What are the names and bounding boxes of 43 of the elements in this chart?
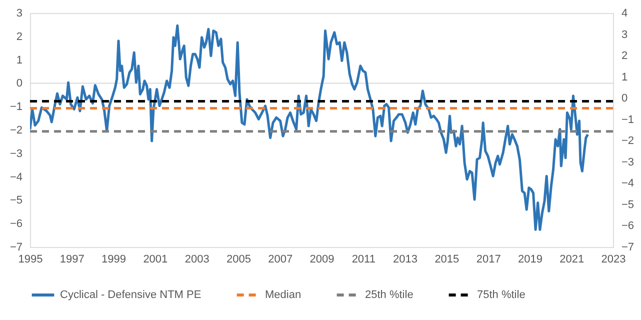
y-tick-label: −7 (10, 242, 22, 254)
y2-tick-label: 1 (622, 71, 628, 84)
y-tick-label: 3 (16, 8, 22, 20)
x-tick-label: 1995 (18, 254, 43, 266)
y-tick-label: 2 (16, 30, 22, 43)
x-tick-label: 2021 (560, 254, 584, 266)
legend-label: Cyclical - Defensive NTM PE (60, 289, 202, 301)
y2-tick-label: −6 (622, 220, 634, 232)
y-tick-label: −5 (10, 194, 22, 207)
y2-tick-label: −4 (622, 178, 634, 190)
legend-label: 25th %tile (365, 289, 414, 301)
y2-tick-label: −1 (622, 114, 634, 126)
y2-tick-label: 0 (622, 92, 628, 105)
x-tick-label: 2017 (476, 254, 501, 266)
x-tick-label: 1999 (102, 254, 126, 266)
x-tick-label: 2005 (226, 254, 251, 266)
x-tick-label: 1997 (60, 254, 84, 266)
y-tick-label: −1 (10, 101, 22, 114)
y-tick-label: −4 (10, 171, 22, 184)
y-tick-label: 0 (16, 78, 22, 90)
x-tick-label: 2003 (184, 254, 210, 266)
y2-tick-label: 3 (622, 28, 628, 41)
y2-tick-label: −3 (622, 156, 634, 168)
x-tick-label: 2011 (352, 254, 376, 266)
x-tick-label: 2009 (310, 254, 334, 266)
line-series (30, 24, 590, 231)
y-tick-label: −3 (10, 148, 22, 160)
y2-tick-label: −2 (622, 135, 634, 148)
y2-tick-label: −5 (622, 198, 634, 211)
x-tick-label: 2023 (601, 254, 626, 266)
y2-tick-label: −7 (622, 242, 634, 254)
legend-label: Median (265, 289, 302, 301)
y-tick-label: −6 (10, 218, 22, 230)
x-tick-label: 2001 (143, 254, 168, 266)
legend-label: 75th %tile (477, 289, 526, 301)
y2-tick-label: 4 (622, 8, 628, 20)
x-tick-label: 2015 (434, 254, 460, 266)
y2-tick-label: 2 (622, 50, 628, 62)
y-tick-label: −2 (10, 124, 22, 136)
x-tick-label: 2013 (393, 254, 418, 266)
y-tick-label: 1 (16, 54, 22, 66)
x-tick-label: 2019 (518, 254, 542, 266)
x-tick-label: 2007 (268, 254, 293, 266)
